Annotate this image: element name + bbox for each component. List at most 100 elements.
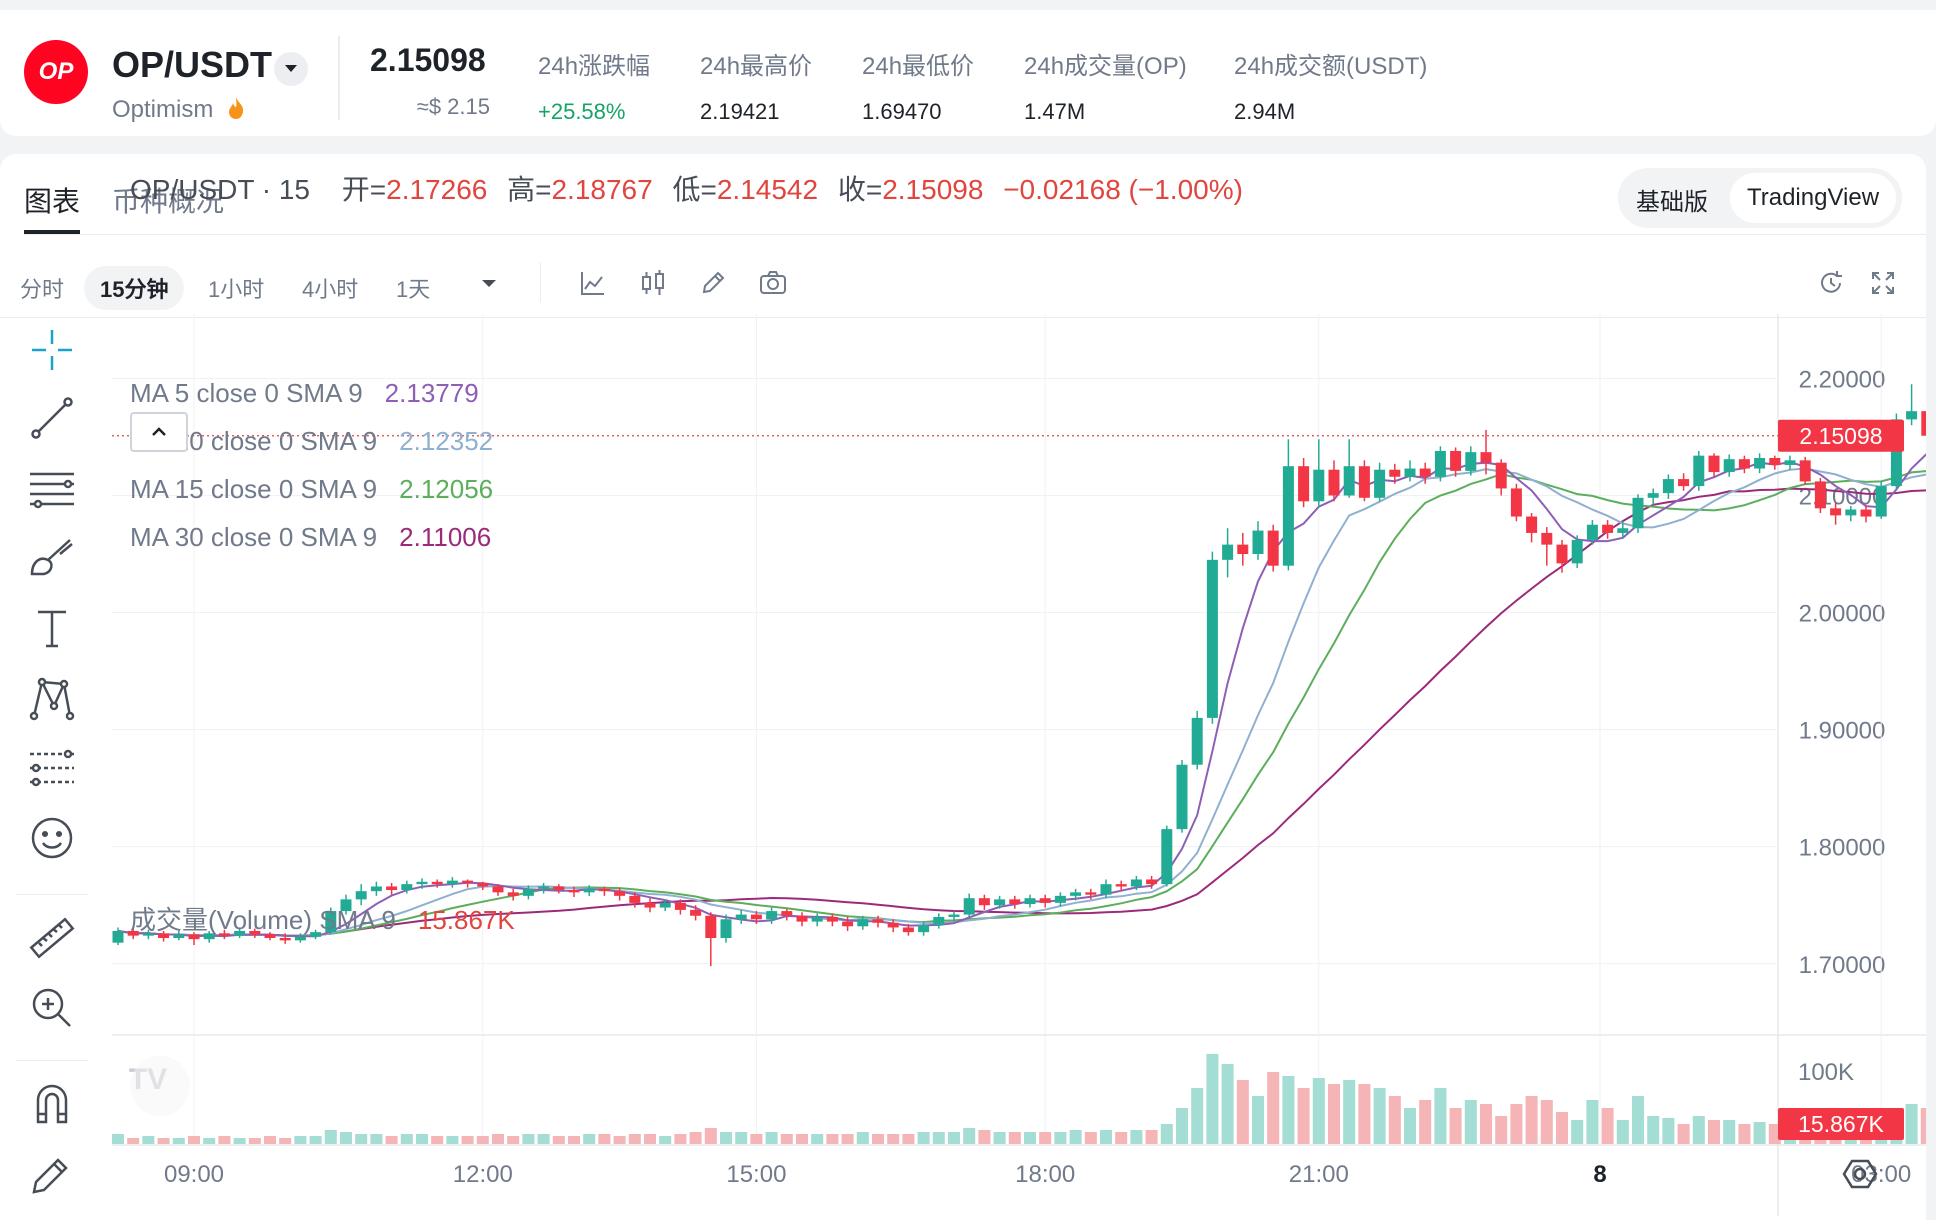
chevron-down-icon[interactable] <box>274 52 308 86</box>
candle-body <box>978 898 990 906</box>
replay-icon[interactable] <box>1816 268 1846 298</box>
candle-body <box>1039 898 1051 903</box>
stat-high: 24h最高价 2.19421 <box>700 46 812 125</box>
candle-body <box>1799 460 1811 482</box>
candle-body <box>1602 524 1614 533</box>
interval-time[interactable]: 分时 <box>20 277 65 302</box>
candle-body <box>1222 544 1234 560</box>
line-chart-icon[interactable] <box>578 268 608 298</box>
close-value: 2.15098 <box>882 174 984 205</box>
volume-bar <box>507 1136 520 1144</box>
candle-body <box>127 930 139 936</box>
candle-body <box>1495 462 1507 489</box>
y-tick-label: 2.00000 <box>1799 601 1886 628</box>
candle-body <box>310 932 322 937</box>
candle-body <box>507 892 519 896</box>
emoji-icon[interactable] <box>26 812 78 864</box>
close-label: 收= <box>837 174 883 205</box>
lock-drawing-icon[interactable] <box>26 1148 78 1200</box>
candle-body <box>750 914 762 920</box>
pair-title[interactable]: OP/USDT <box>112 44 273 85</box>
trendline-icon[interactable] <box>26 392 78 444</box>
x-tick-label: 8 <box>1593 1161 1606 1188</box>
ma-label: MA 5 close 0 SMA 9 <box>130 378 363 408</box>
candle-body <box>1738 459 1750 469</box>
x-tick-label: 03:00 <box>1851 1161 1911 1188</box>
volume-bar <box>1525 1096 1538 1144</box>
volume-bar <box>112 1134 124 1144</box>
volume-bar <box>1054 1132 1067 1144</box>
collapse-legend-button[interactable] <box>130 412 188 452</box>
tab-underline <box>24 230 80 234</box>
candle-body <box>1647 493 1659 498</box>
mode-tradingview-button[interactable]: TradingView <box>1730 173 1896 223</box>
candle-body <box>553 886 565 890</box>
chevron-down-icon[interactable] <box>474 268 504 298</box>
candle-body <box>811 916 823 922</box>
volume-bar <box>780 1134 793 1144</box>
candle-body <box>659 902 671 908</box>
interval-1d[interactable]: 1天 <box>396 277 431 302</box>
forecast-icon[interactable] <box>26 742 78 794</box>
candle-body <box>1754 458 1766 469</box>
y-tick-label: 1.70000 <box>1799 952 1886 979</box>
pattern-icon[interactable] <box>26 672 78 724</box>
fullscreen-icon[interactable] <box>1868 268 1898 298</box>
tab-chart[interactable]: 图表 <box>24 186 81 217</box>
volume-bar <box>1100 1130 1112 1144</box>
candle-body <box>294 936 306 941</box>
candle-body <box>1191 717 1203 765</box>
mode-basic-button[interactable]: 基础版 <box>1636 189 1708 216</box>
interval-4h[interactable]: 4小时 <box>302 277 359 302</box>
fib-lines-icon[interactable] <box>26 462 78 514</box>
magnet-icon[interactable] <box>26 1078 78 1130</box>
price-chart[interactable]: 2.200002.100002.000001.900001.800001.700… <box>0 164 1926 1220</box>
brush-icon[interactable] <box>26 532 78 584</box>
x-tick-label: 12:00 <box>453 1161 513 1188</box>
crosshair-icon[interactable] <box>26 324 78 376</box>
candle-body <box>948 914 960 917</box>
candle-body <box>112 930 124 943</box>
volume-bar <box>1601 1108 1614 1144</box>
candle-body <box>826 916 838 922</box>
volume-bar <box>1753 1122 1766 1144</box>
x-tick-label: 21:00 <box>1289 1161 1349 1188</box>
y-tick-label: 2.20000 <box>1799 366 1886 393</box>
camera-icon[interactable] <box>758 268 788 298</box>
candle-body <box>1343 466 1355 496</box>
y-tick-label: 1.80000 <box>1799 835 1886 862</box>
volume-bar <box>1449 1108 1462 1144</box>
pencil-icon[interactable] <box>698 268 728 298</box>
interval-1h[interactable]: 1小时 <box>208 277 265 302</box>
ma5-legend: MA 5 close 0 SMA 9 2.13779 <box>130 378 479 409</box>
candle-body <box>188 934 200 940</box>
volume-bar <box>735 1132 748 1144</box>
volume-tick-label: 100K <box>1798 1059 1854 1086</box>
tab-overview[interactable]: 币种概况 <box>112 186 225 217</box>
candle-body <box>1070 892 1082 896</box>
interval-15m[interactable]: 15分钟 <box>84 266 185 310</box>
last-price-label: 2.15098 <box>1799 423 1882 449</box>
candle-body <box>142 933 154 936</box>
candle-type-icon[interactable] <box>638 268 668 298</box>
ruler-icon[interactable] <box>26 912 78 964</box>
candle-body <box>416 881 428 885</box>
volume-bar <box>704 1128 717 1144</box>
toolbar-divider <box>540 262 541 302</box>
volume-bar <box>188 1136 200 1144</box>
volume-bar <box>1464 1100 1477 1144</box>
candle-body <box>1814 481 1826 509</box>
ma30-legend: MA 30 close 0 SMA 9 2.11006 <box>130 522 491 553</box>
ma10-line <box>117 467 1926 938</box>
candle-body <box>538 886 550 889</box>
chart-mode-switch: 基础版 TradingView <box>1618 168 1902 228</box>
candle-body <box>1176 764 1188 830</box>
candle-body <box>963 898 975 915</box>
volume-bar <box>902 1134 915 1144</box>
volume-bar <box>1616 1120 1629 1144</box>
candle-body <box>431 881 443 885</box>
zoom-in-icon[interactable] <box>26 982 78 1034</box>
text-tool-icon[interactable] <box>26 602 78 654</box>
candle-body <box>1206 559 1218 718</box>
volume-bar <box>1632 1096 1644 1144</box>
